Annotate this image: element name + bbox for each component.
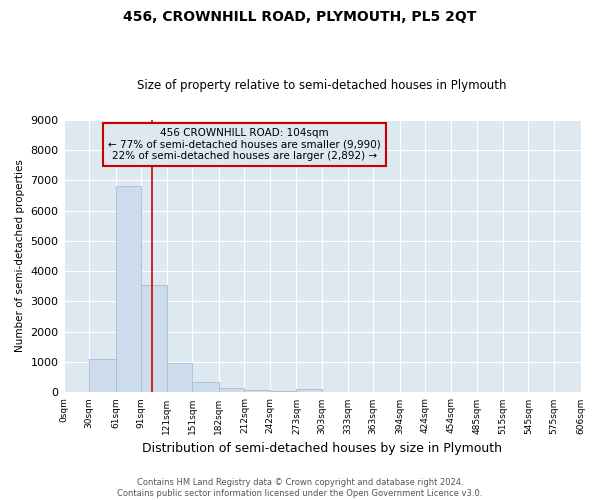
Bar bbox=[270, 391, 296, 392]
Y-axis label: Number of semi-detached properties: Number of semi-detached properties bbox=[15, 160, 25, 352]
Text: Contains HM Land Registry data © Crown copyright and database right 2024.
Contai: Contains HM Land Registry data © Crown c… bbox=[118, 478, 482, 498]
Bar bbox=[244, 390, 270, 392]
Text: 456 CROWNHILL ROAD: 104sqm
← 77% of semi-detached houses are smaller (9,990)
22%: 456 CROWNHILL ROAD: 104sqm ← 77% of semi… bbox=[108, 128, 381, 161]
Bar bbox=[167, 363, 193, 392]
Text: 456, CROWNHILL ROAD, PLYMOUTH, PL5 2QT: 456, CROWNHILL ROAD, PLYMOUTH, PL5 2QT bbox=[124, 10, 476, 24]
Bar bbox=[116, 186, 141, 392]
X-axis label: Distribution of semi-detached houses by size in Plymouth: Distribution of semi-detached houses by … bbox=[142, 442, 502, 455]
Bar bbox=[219, 388, 244, 392]
Bar bbox=[193, 382, 219, 392]
Bar bbox=[296, 389, 322, 392]
Bar bbox=[141, 285, 167, 393]
Title: Size of property relative to semi-detached houses in Plymouth: Size of property relative to semi-detach… bbox=[137, 79, 507, 92]
Bar bbox=[89, 359, 116, 392]
